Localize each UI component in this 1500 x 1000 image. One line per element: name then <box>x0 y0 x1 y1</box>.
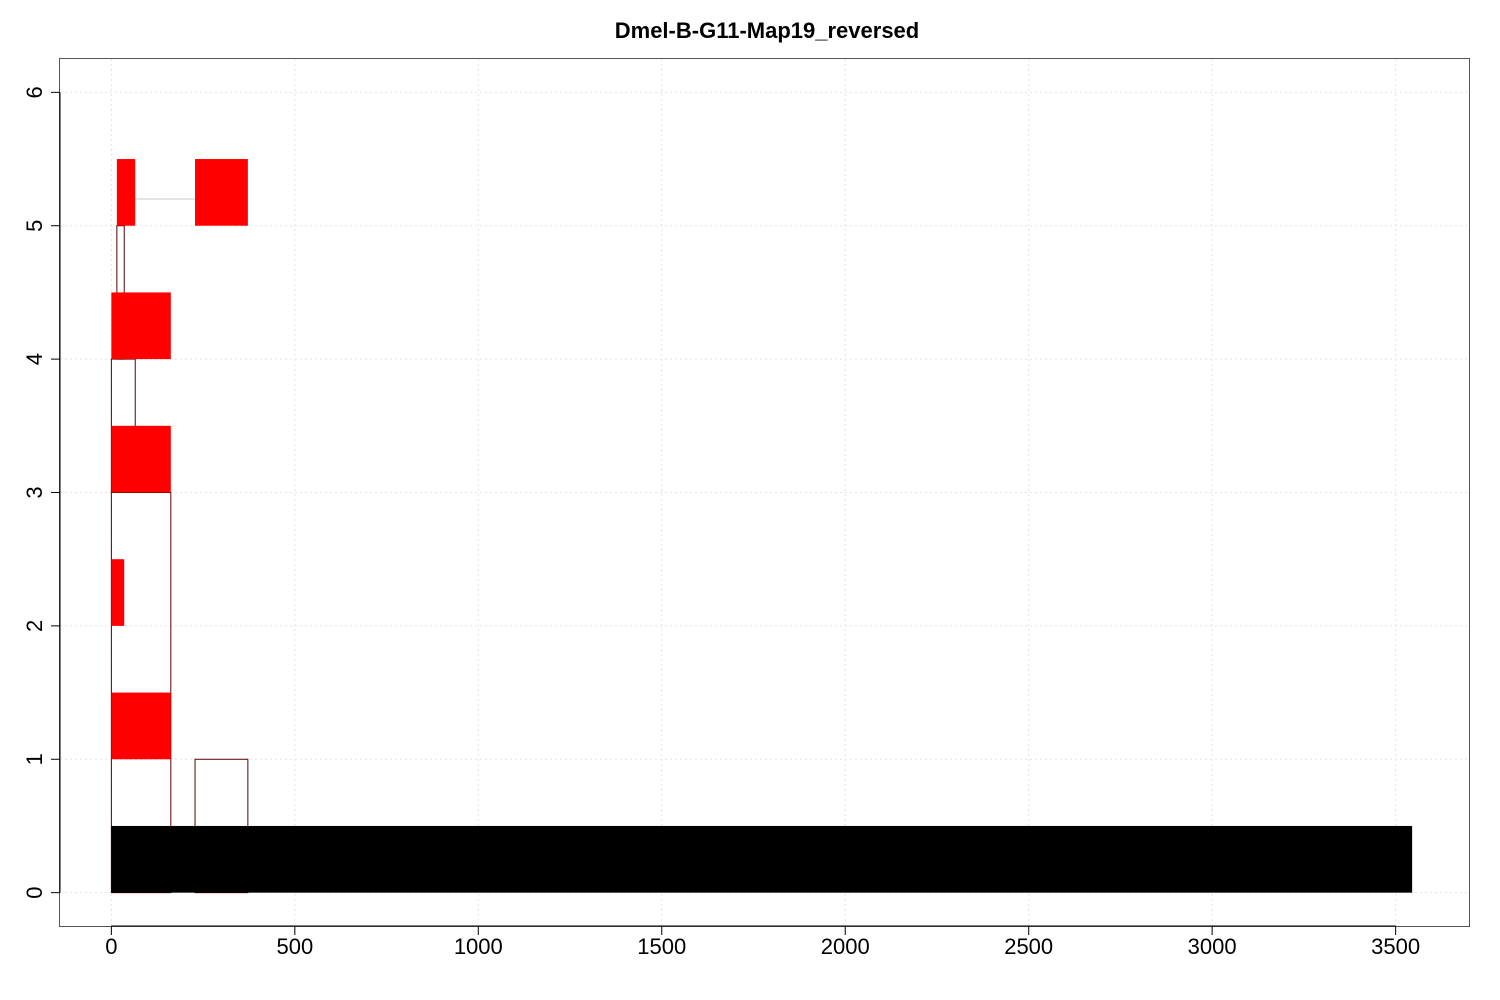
y-tick-label-0: 0 <box>22 887 47 899</box>
feature-block-row4-2 <box>111 292 171 360</box>
feature-block-row2-4 <box>111 559 125 626</box>
chart-title: Dmel-B-G11-Map19_reversed <box>615 18 919 43</box>
x-tick-label-2: 1000 <box>454 934 503 959</box>
x-tick-label-0: 0 <box>105 934 117 959</box>
y-tick-label-6: 6 <box>22 86 47 98</box>
x-tick-label-7: 3500 <box>1371 934 1420 959</box>
y-tick-label-3: 3 <box>22 486 47 498</box>
feature-block-row3-3 <box>111 425 171 493</box>
y-tick-label-2: 2 <box>22 620 47 632</box>
feature-block-row5-0 <box>116 159 136 226</box>
base-track <box>111 825 1413 893</box>
x-tick-label-3: 1500 <box>637 934 686 959</box>
axes: 0 500 1000 1500 2000 2500 3000 3500 0 1 2 3 4 5 6 <box>22 86 1420 959</box>
chart-marks <box>110 159 1413 894</box>
x-tick-label-6: 3000 <box>1188 934 1237 959</box>
x-tick-label-1: 500 <box>276 934 313 959</box>
x-tick-label-4: 2000 <box>821 934 870 959</box>
y-tick-label-4: 4 <box>22 353 47 365</box>
y-tick-label-5: 5 <box>22 220 47 232</box>
grid-lines <box>60 59 1469 926</box>
feature-block-row1-5 <box>111 692 171 760</box>
y-tick-label-1: 1 <box>22 753 47 765</box>
x-tick-label-5: 2500 <box>1004 934 1053 959</box>
feature-block-row5-1 <box>195 159 248 226</box>
